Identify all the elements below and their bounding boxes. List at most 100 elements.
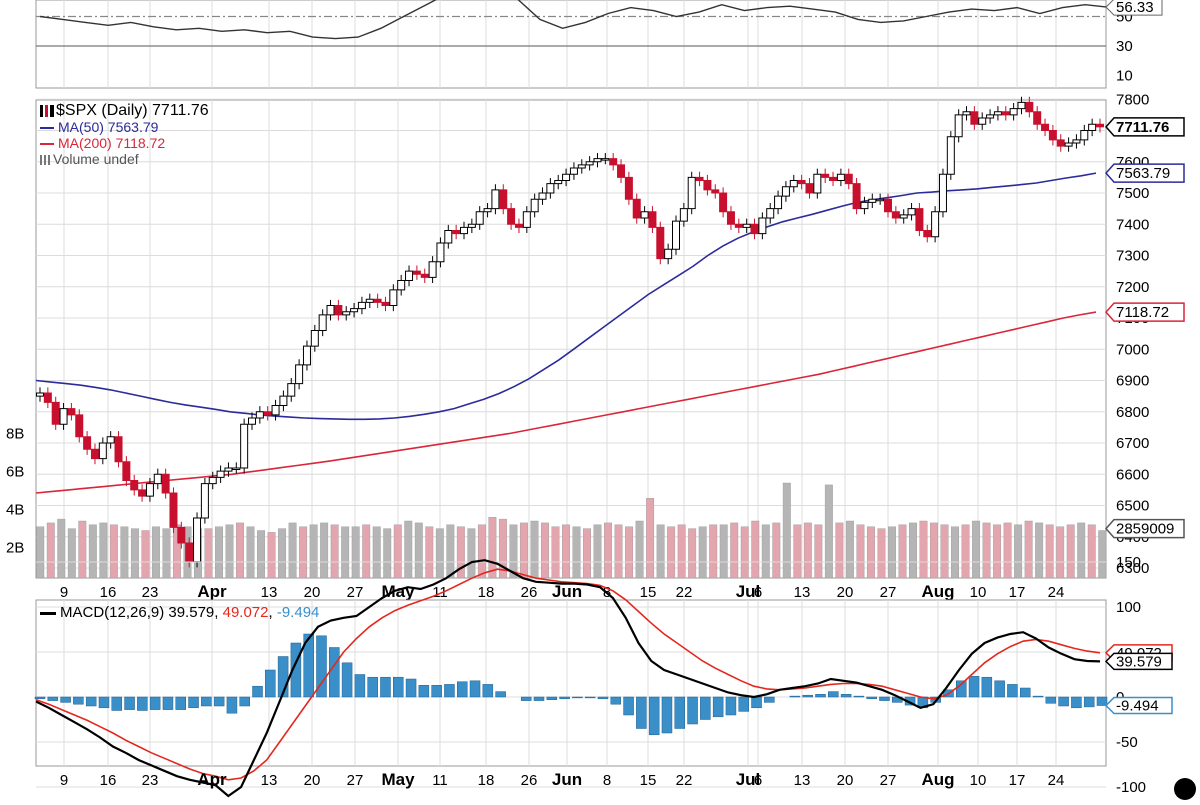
candle-body	[389, 289, 398, 306]
macd-hist-value: -9.494	[276, 604, 320, 621]
macd-hist-bar	[968, 676, 980, 698]
macd-hist-bar	[226, 696, 238, 714]
ma50-tag-frame	[1104, 163, 1185, 183]
macd-hist-bar	[725, 696, 737, 716]
volume-bar	[583, 528, 591, 579]
candle-body	[216, 470, 225, 478]
candle-body	[161, 473, 170, 494]
candle-body	[538, 192, 547, 200]
macd-x-tick-label: Jul	[736, 770, 761, 789]
candle-body	[177, 526, 186, 544]
candle-body	[577, 164, 586, 169]
candle-body	[962, 111, 971, 116]
candle-body	[781, 186, 790, 197]
ma200-tag: 7118.72	[1116, 304, 1169, 321]
candle-body	[1080, 130, 1089, 141]
volume-bar	[99, 522, 108, 579]
candle-body	[200, 483, 209, 519]
candle-body	[302, 345, 311, 366]
macd-hist-bar	[98, 696, 110, 709]
volume-bar	[930, 522, 938, 579]
price-x-tick-label: 24	[1048, 584, 1065, 601]
candle-body	[711, 189, 720, 194]
candle-body	[719, 192, 728, 213]
candle-body	[67, 408, 76, 416]
volume-bar	[236, 522, 244, 579]
volume-bar	[656, 524, 665, 579]
macd-hist-bar	[623, 696, 634, 716]
corner-dot	[1174, 778, 1196, 800]
rsi-line	[39, 0, 1109, 40]
volume-bar	[814, 524, 823, 579]
price-x-tick-label: Apr	[197, 582, 227, 601]
volume-bar	[761, 524, 770, 579]
candle-body	[617, 164, 626, 178]
candle-body	[491, 189, 500, 210]
macd-hist-bar	[1058, 696, 1069, 707]
candle-body	[1088, 123, 1097, 131]
candle-body	[774, 195, 783, 210]
candle-body	[287, 383, 296, 397]
candle-body	[789, 180, 798, 188]
macd-value-tag-frame	[1104, 652, 1173, 671]
volume-bar	[835, 522, 844, 579]
legend-ma50-value: 7563.79	[107, 119, 159, 135]
volume-bar	[698, 526, 707, 579]
volume-bar	[919, 520, 928, 579]
macd-hist-bar	[789, 695, 801, 698]
candle-body	[876, 198, 885, 202]
macd-hist-bar	[367, 676, 378, 698]
candle-body	[954, 114, 963, 138]
macd-hist-bar	[764, 696, 775, 703]
price-x-tick-label: 20	[837, 584, 854, 601]
volume-bar	[362, 524, 371, 579]
candle-body	[232, 467, 241, 470]
volume-tick-label: 2B	[6, 540, 24, 557]
price-tick-label: 7500	[1116, 185, 1149, 202]
legend-spx: $SPX (Daily) 7711.76	[40, 103, 209, 119]
price-tick-label: 7000	[1116, 341, 1149, 358]
price-x-tick-label: 11	[432, 584, 448, 601]
macd-hist-bar	[418, 685, 430, 698]
volume-bar	[530, 520, 539, 579]
candle-body	[326, 305, 335, 316]
volume-bar	[572, 526, 581, 579]
macd-tick-label: 100	[1116, 599, 1141, 616]
macd-hist-bar	[34, 696, 46, 700]
candle-body	[884, 198, 892, 213]
volume-bar	[162, 528, 171, 579]
macd-hist-bar	[149, 696, 161, 710]
price-tick-label: 6300	[1116, 560, 1149, 577]
volume-bar	[751, 520, 760, 579]
macd-x-tick-label: 20	[304, 772, 321, 789]
last-price-tag: 7711.76	[1116, 119, 1169, 136]
price-x-tick-label: 22	[676, 584, 693, 601]
volume-bar	[57, 518, 66, 579]
candle-body	[145, 483, 154, 497]
volume-tag: 2859009	[1116, 521, 1174, 538]
macd-hist-bar	[879, 696, 890, 701]
candle-body	[672, 220, 680, 250]
candle-body	[891, 211, 900, 219]
macd-label: MACD(12,26,9)	[60, 604, 165, 621]
price-x-tick-label: 18	[478, 584, 495, 601]
macd-hist-bar	[853, 695, 865, 698]
volume-bar	[1066, 524, 1075, 579]
macd-x-tick-label: 17	[1009, 772, 1026, 789]
macd-panel-frame	[35, 599, 1107, 767]
macd-hist-bar	[456, 681, 468, 698]
candle-body	[83, 436, 92, 450]
volume-bar	[951, 526, 959, 579]
volume-bar	[351, 526, 360, 579]
candle-body	[899, 214, 908, 219]
macd-x-tick-label: 24	[1048, 772, 1065, 789]
ma50-line	[35, 172, 1097, 421]
macd-hist-bar	[252, 685, 263, 698]
price-tick-label: 7300	[1116, 248, 1149, 265]
macd-tick-label: -50	[1116, 734, 1138, 751]
candle-body	[1041, 123, 1050, 131]
price-tick-label: 6800	[1116, 404, 1149, 421]
macd-x-tick-label: 15	[640, 772, 657, 789]
volume-bar	[288, 522, 297, 579]
macd-hist-bar	[111, 696, 123, 711]
